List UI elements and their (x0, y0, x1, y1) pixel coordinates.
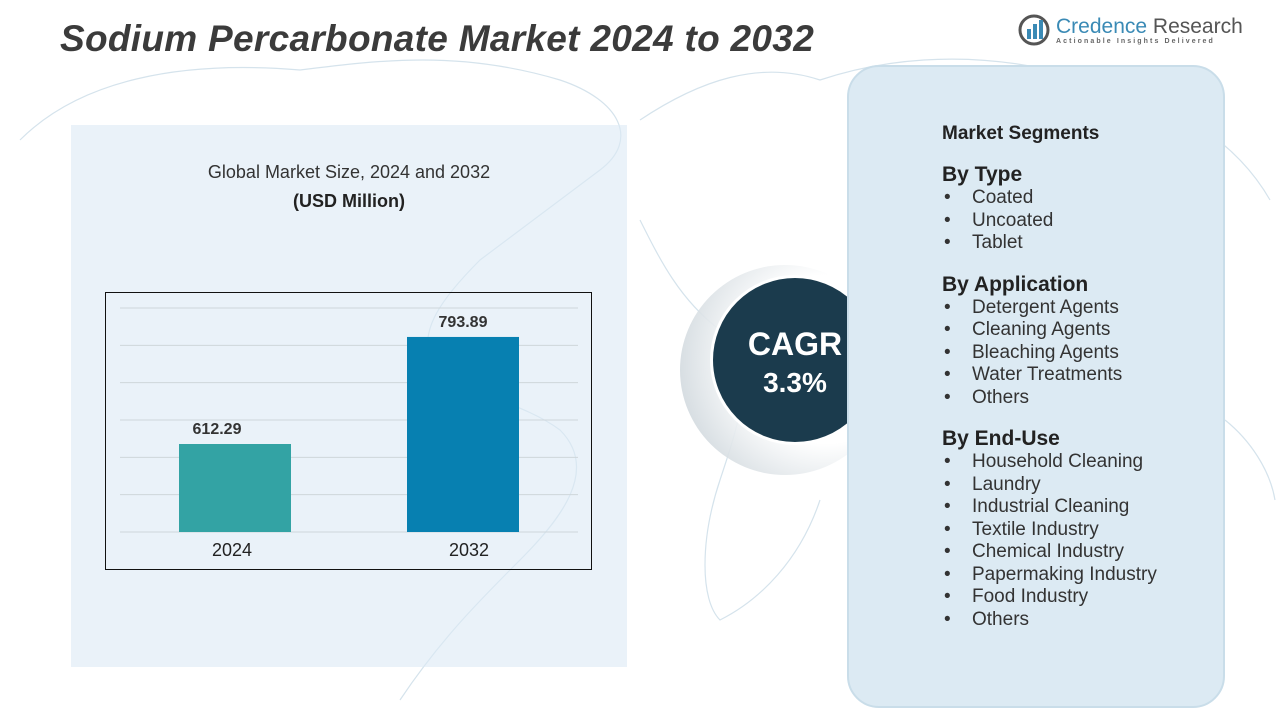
segment-item: • Textile Industry (942, 519, 1157, 542)
x-tick-label: 2024 (212, 540, 252, 560)
segment-item-label: Others (972, 386, 1030, 408)
bar-2032 (407, 336, 519, 532)
segment-item-label: Bleaching Agents (972, 341, 1119, 363)
segment-item: • Uncoated (942, 210, 1157, 233)
bullet-icon: • (944, 386, 951, 408)
segment-item: • Bleaching Agents (942, 342, 1157, 365)
segment-item-label: Laundry (972, 473, 1041, 495)
segment-item: • Detergent Agents (942, 297, 1157, 320)
bullet-icon: • (944, 296, 951, 318)
bullet-icon: • (944, 451, 951, 472)
segment-item: • Tablet (942, 232, 1157, 255)
segment-item: • Others (942, 387, 1157, 410)
logo-name-2: Research (1152, 14, 1243, 38)
logo-tagline: Actionable Insights Delivered (1056, 37, 1215, 45)
segments-heading: Market Segments (942, 123, 1100, 144)
bar-2024 (179, 443, 291, 532)
segment-item: • Household Cleaning (942, 451, 1157, 474)
segment-item: • Industrial Cleaning (942, 496, 1157, 519)
bullet-icon: • (944, 608, 951, 630)
segment-item-label: Food Industry (972, 586, 1089, 607)
segment-item-label: Cleaning Agents (972, 319, 1111, 340)
bullet-icon: • (944, 364, 951, 385)
bullet-icon: • (944, 341, 951, 363)
credence-research-logo: Credence Research Actionable Insights De… (1018, 14, 1243, 46)
segment-item: • Food Industry (942, 586, 1157, 609)
segment-item: • Chemical Industry (942, 541, 1157, 564)
cagr-label: CAGR (747, 326, 843, 362)
bullet-icon: • (944, 209, 951, 231)
segment-item-label: Uncoated (972, 209, 1054, 231)
segment-item-label: Industrial Cleaning (972, 496, 1130, 517)
segment-group-title: By Application (942, 272, 1089, 296)
segment-item-label: Detergent Agents (972, 296, 1119, 318)
bullet-icon: • (944, 319, 951, 340)
segment-item-label: Papermaking Industry (972, 563, 1157, 585)
bullet-icon: • (944, 232, 951, 253)
segment-item: • Others (942, 609, 1157, 632)
segment-group-title: By End-Use (942, 427, 1060, 450)
bullet-icon: • (944, 518, 951, 540)
bar-chart: 612.29 2024 793.89 2032 (120, 307, 578, 560)
logo-bars-icon (1018, 14, 1050, 46)
segment-group-list: • Household Cleaning • Laundry • Industrial C… (942, 451, 1157, 631)
chart-unit: (USD Million) (293, 191, 405, 211)
cagr-value: 3.3% (763, 367, 827, 398)
segment-item-label: Others (972, 608, 1030, 630)
data-label: 793.89 (439, 314, 488, 331)
segment-item-label: Tablet (972, 232, 1023, 253)
bullet-icon: • (944, 563, 951, 585)
segment-item: • Coated (942, 187, 1157, 210)
segment-item: • Water Treatments (942, 364, 1157, 387)
segment-item: • Papermaking Industry (942, 564, 1157, 587)
segment-group-list: • Detergent Agents • Cleaning Agents • Bleach… (942, 297, 1157, 410)
segment-item-label: Water Treatments (972, 364, 1123, 385)
bullet-icon: • (944, 187, 951, 208)
chart-frame: 612.29 2024 793.89 2032 (105, 292, 592, 570)
segment-item-label: Chemical Industry (972, 541, 1125, 562)
bullet-icon: • (944, 541, 951, 562)
segment-item-label: Household Cleaning (972, 451, 1144, 472)
chart-title: Global Market Size, 2024 and 2032 (207, 162, 491, 182)
bullet-icon: • (944, 496, 951, 517)
segment-group-list: • Coated • Uncoated • Tablet (942, 187, 1157, 255)
segment-item-label: Textile Industry (972, 518, 1099, 540)
bullet-icon: • (944, 586, 951, 607)
page-title: Sodium Percarbonate Market 2024 to 2032 (60, 18, 815, 59)
segments-list: Market Segments By Type • Coated • Uncoated •… (942, 123, 1157, 649)
chart-panel (71, 125, 627, 667)
segments-panel (847, 65, 1225, 708)
segment-item: • Cleaning Agents (942, 319, 1157, 342)
x-tick-label: 2032 (449, 540, 489, 560)
segment-item: • Laundry (942, 474, 1157, 497)
segment-item-label: Coated (972, 187, 1034, 208)
bullet-icon: • (944, 473, 951, 495)
logo-name-1: Credence (1056, 14, 1148, 38)
segment-group-title: By Type (942, 163, 1023, 186)
data-label: 612.29 (193, 421, 242, 438)
